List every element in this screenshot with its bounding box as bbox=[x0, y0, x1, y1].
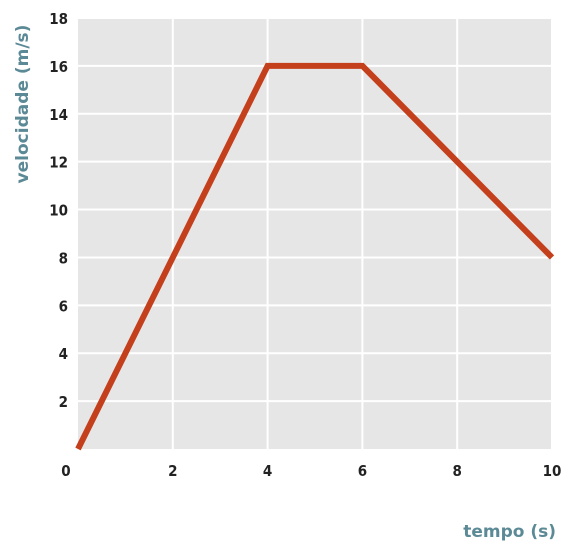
data-series bbox=[75, 62, 555, 451]
y-axis-title: velocidade (m/s) bbox=[13, 25, 33, 184]
x-tick-labels: 0 2 4 6 8 10 bbox=[61, 462, 561, 480]
y-tick-label: 16 bbox=[49, 58, 68, 76]
y-tick-label: 10 bbox=[49, 202, 68, 220]
y-tick-labels: 2 4 6 8 10 12 14 16 18 bbox=[49, 10, 68, 411]
x-tick-label: 6 bbox=[358, 462, 367, 480]
y-tick-label: 14 bbox=[49, 106, 68, 124]
y-tick-label: 4 bbox=[59, 345, 68, 363]
y-tick-label: 18 bbox=[49, 10, 68, 28]
y-tick-label: 2 bbox=[59, 393, 68, 411]
x-tick-label: 10 bbox=[543, 462, 562, 480]
x-tick-label: 0 bbox=[61, 462, 70, 480]
x-axis-title: tempo (s) bbox=[463, 522, 556, 542]
plot-area bbox=[78, 18, 552, 449]
y-tick-label: 12 bbox=[49, 154, 68, 172]
y-tick-label: 8 bbox=[59, 249, 68, 267]
x-tick-label: 8 bbox=[453, 462, 462, 480]
x-tick-label: 4 bbox=[263, 462, 272, 480]
y-tick-label: 6 bbox=[59, 297, 68, 315]
velocity-series-line bbox=[75, 62, 555, 451]
x-tick-label: 2 bbox=[168, 462, 177, 480]
